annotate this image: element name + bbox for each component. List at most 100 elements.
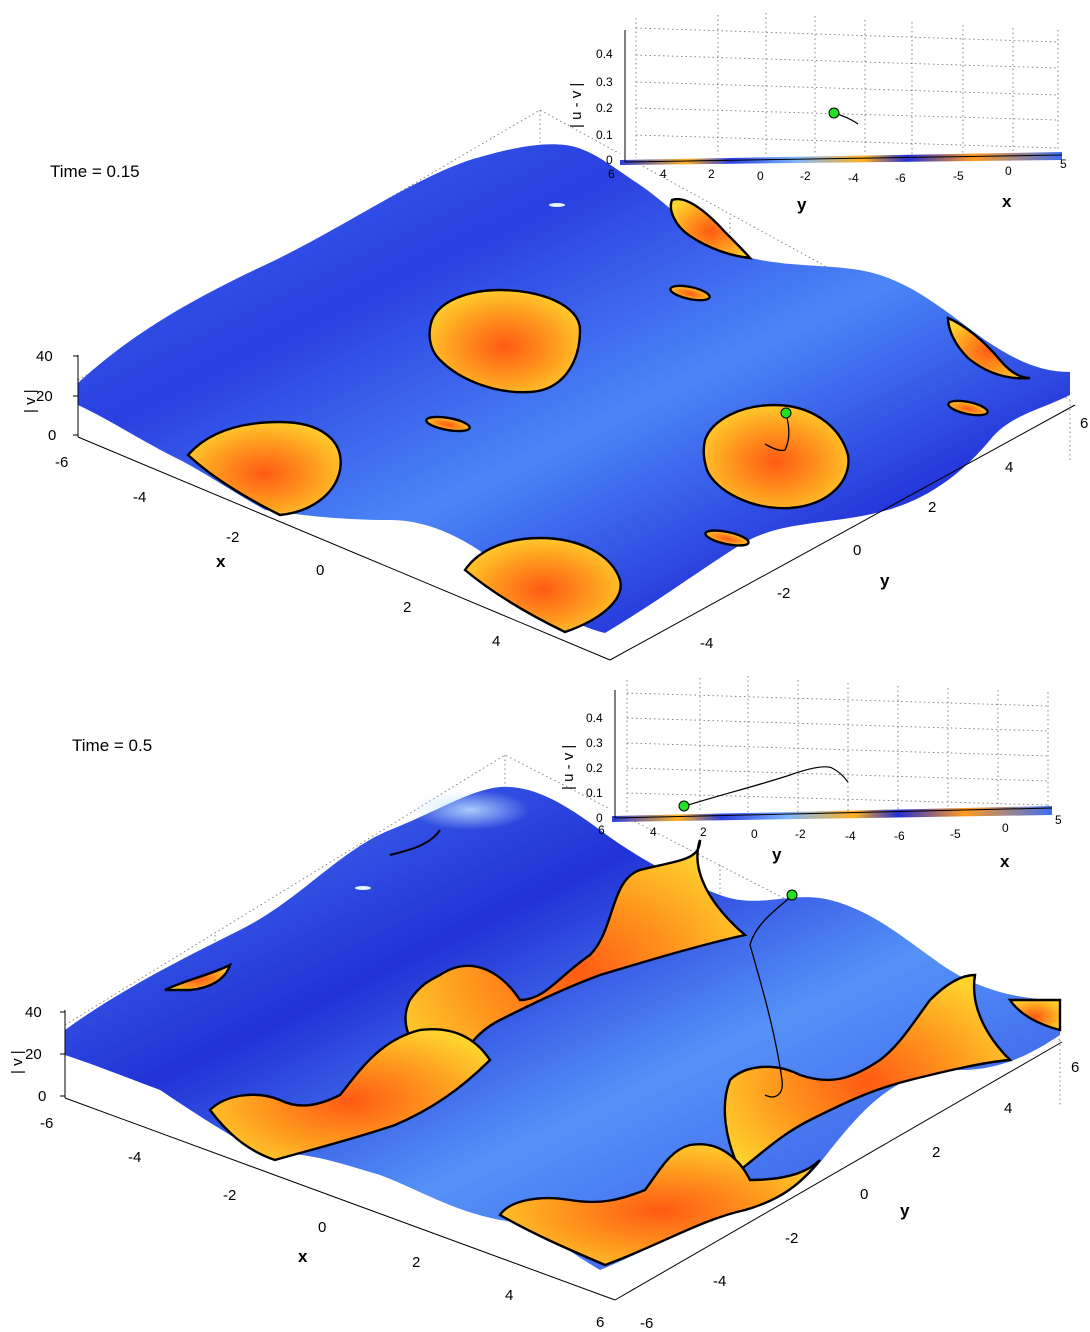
inset-z-tick: 0.1 <box>586 786 603 800</box>
z-axis-label: | v | <box>9 1050 26 1074</box>
x-tick: 2 <box>403 599 411 616</box>
inset-y-tick: 0 <box>757 169 764 183</box>
hot-region <box>1007 998 1062 1032</box>
trajectory-line <box>764 413 790 452</box>
surface-sheen <box>410 790 530 830</box>
x-tick: 0 <box>318 1219 326 1236</box>
inset-trajectory <box>684 766 849 807</box>
y-tick: -4 <box>700 635 713 652</box>
hot-region <box>186 420 342 517</box>
time-label: Time = 0.5 <box>72 736 152 755</box>
inset-marker <box>678 800 690 812</box>
inset-x-tick: -5 <box>953 169 964 183</box>
y-tick: 6 <box>1071 1059 1079 1076</box>
z-tick: 20 <box>36 388 53 405</box>
hot-region <box>946 316 1031 380</box>
y-axis: -6 -4 -2 0 2 4 6 y <box>614 1041 1079 1332</box>
inset-y-tick: 4 <box>660 167 667 181</box>
hot-regions <box>164 839 1062 1267</box>
inset-z-tick: 0 <box>596 811 603 825</box>
inset-y-axis-label: y <box>772 845 782 864</box>
x-tick: -2 <box>223 1187 236 1204</box>
hot-region <box>164 962 233 992</box>
inset-gridlines <box>635 13 1059 158</box>
inset-y-tick: -2 <box>795 827 806 841</box>
y-tick: 4 <box>1004 1100 1012 1117</box>
y-tick: 2 <box>928 499 936 516</box>
x-tick: 4 <box>492 633 500 650</box>
specular-highlight <box>549 203 565 207</box>
inset-x-axis-label: x <box>1000 852 1010 871</box>
inset-y-tick: -4 <box>845 829 856 843</box>
hot-region <box>498 1143 821 1267</box>
z-tick: 0 <box>38 1088 46 1105</box>
z-axis: 40 20 0 | v | <box>9 1004 66 1105</box>
y-axis: -4 -2 0 2 4 6 y <box>609 404 1088 661</box>
inset-z-tick: 0.2 <box>586 761 603 775</box>
inset-gridlines <box>626 676 1049 815</box>
inset-z-axis-label: | u - v | <box>560 745 577 790</box>
inset-x-tick: -5 <box>950 827 961 841</box>
y-tick: 0 <box>860 1186 868 1203</box>
inset-z-tick: 0.3 <box>586 736 603 750</box>
hot-regions <box>186 197 1031 634</box>
inset-z-tick: 0.2 <box>596 101 613 115</box>
y-tick: -2 <box>777 585 790 602</box>
inset-z-tick: 0.4 <box>586 711 603 725</box>
hot-region <box>669 197 753 260</box>
inset-y-tick: -6 <box>895 171 906 185</box>
z-tick: 20 <box>25 1046 42 1063</box>
x-tick: 0 <box>316 562 324 579</box>
inset-plot: 0.4 0.3 0.2 0.1 0 | u - v | 6 4 2 0 -2 -… <box>568 13 1067 214</box>
x-axis: -6 -4 -2 0 2 4 6 x <box>40 1097 616 1331</box>
inset-y-tick: 4 <box>650 825 657 839</box>
inset-y-tick: 6 <box>598 823 605 837</box>
hot-region <box>428 288 582 394</box>
inset-x-tick: 5 <box>1060 157 1067 171</box>
z-axis: 40 20 0 | v | <box>22 348 79 444</box>
hot-region <box>723 973 1013 1172</box>
x-tick: 4 <box>505 1287 513 1304</box>
y-axis-label: y <box>900 1201 910 1220</box>
inset-x-tick: 5 <box>1055 813 1062 827</box>
contour-fragment <box>389 829 441 856</box>
hot-region <box>425 415 471 433</box>
inset-y-tick: 0 <box>751 827 758 841</box>
hot-region <box>702 403 850 510</box>
inset-z-tick: 0.1 <box>596 128 613 142</box>
x-tick: 6 <box>596 1314 604 1331</box>
y-tick: -2 <box>785 1230 798 1247</box>
x-axis: -6 -4 -2 0 2 4 x <box>55 436 611 661</box>
inset-y-tick: 2 <box>700 825 707 839</box>
trajectory-line <box>749 895 793 1098</box>
specular-highlight <box>355 886 371 890</box>
x-tick: -2 <box>226 529 239 546</box>
x-axis-label: x <box>298 1247 308 1266</box>
y-axis-label: y <box>880 571 890 590</box>
z-axis-label: | v | <box>22 389 39 413</box>
y-tick: 2 <box>932 1144 940 1161</box>
x-tick: -6 <box>40 1115 53 1132</box>
inset-y-axis-label: y <box>797 195 807 214</box>
x-tick: -4 <box>128 1149 141 1166</box>
inset-surface-strip <box>612 806 1052 822</box>
y-tick: -6 <box>640 1315 653 1332</box>
inset-y-tick: 6 <box>608 167 615 181</box>
time-label: Time = 0.15 <box>50 162 140 181</box>
z-tick: 40 <box>25 1004 42 1021</box>
z-tick: 0 <box>48 427 56 444</box>
top-panel: Time = 0.15 <box>22 13 1088 661</box>
inset-y-tick: -2 <box>800 169 811 183</box>
y-tick: 4 <box>1005 459 1013 476</box>
y-tick: 6 <box>1080 415 1088 432</box>
inset-x-axis-label: x <box>1002 192 1012 211</box>
y-tick: -4 <box>713 1273 726 1290</box>
hot-region <box>208 1028 492 1162</box>
x-axis-label: x <box>216 552 226 571</box>
inset-z-axis-label: | u - v | <box>568 83 585 128</box>
bottom-panel: Time = 0.5 <box>9 676 1079 1332</box>
x-tick: -4 <box>133 489 146 506</box>
hot-region <box>704 529 750 547</box>
x-tick: -6 <box>55 454 68 471</box>
